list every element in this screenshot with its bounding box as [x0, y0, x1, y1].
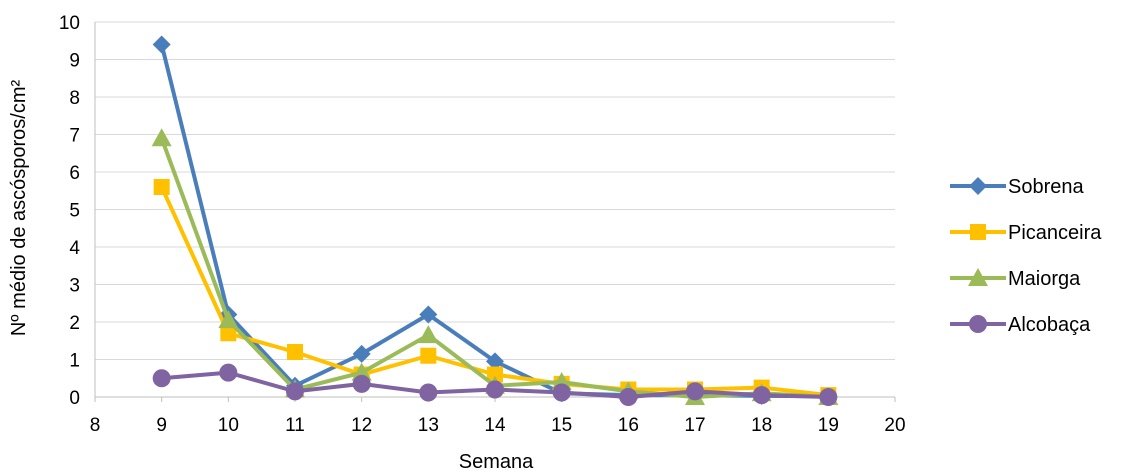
- y-tick-label: 10: [59, 13, 80, 34]
- data-point-sobrena: [419, 305, 438, 324]
- data-point-alcoba-a: [352, 374, 371, 393]
- data-point-alcoba-a: [686, 382, 704, 401]
- x-tick-label: 14: [484, 415, 506, 436]
- data-point-picanceira: [153, 179, 170, 195]
- data-point-alcoba-a: [486, 380, 504, 399]
- legend-item-maiorga: Maiorga: [950, 268, 1081, 290]
- y-tick-label: 8: [69, 88, 80, 109]
- x-tick-label: 13: [418, 415, 439, 436]
- legend-swatch-marker: [968, 268, 988, 286]
- data-point-alcoba-a: [219, 363, 238, 382]
- legend-swatch-marker: [970, 224, 986, 240]
- series-picanceira: [153, 179, 837, 404]
- legend-item-alcoba-a: Alcobaça: [950, 314, 1091, 336]
- x-tick-label: 8: [90, 415, 101, 436]
- x-tick-label: 20: [884, 415, 905, 436]
- legend-label-alcoba-a: Alcobaça: [1008, 314, 1091, 336]
- data-point-sobrena: [352, 344, 371, 363]
- x-tick-label: 9: [156, 415, 167, 436]
- data-point-alcoba-a: [286, 382, 304, 401]
- y-tick-labels: 0 1 2 3 4 5 6 7 8 9 10: [59, 13, 81, 409]
- axes: [94, 22, 896, 402]
- x-tick-label: 11: [285, 415, 305, 436]
- data-point-alcoba-a: [619, 388, 638, 406]
- data-point-maiorga: [218, 310, 239, 329]
- x-tick-label: 19: [818, 415, 839, 436]
- y-axis-label: Nº médio de ascósporos/cm²: [8, 80, 30, 337]
- data-point-alcoba-a: [419, 383, 438, 402]
- data-point-maiorga: [151, 128, 172, 147]
- x-tick-label: 18: [751, 415, 772, 436]
- y-tick-label: 7: [69, 126, 80, 147]
- y-tick-label: 1: [69, 351, 80, 372]
- data-point-alcoba-a: [752, 386, 771, 405]
- gridlines: [95, 21, 895, 360]
- data-point-picanceira: [287, 344, 303, 360]
- x-tick-label: 12: [351, 415, 372, 436]
- x-axis-label: Semana: [459, 451, 534, 473]
- legend-label-maiorga: Maiorga: [1008, 268, 1081, 290]
- series-group: [151, 35, 839, 406]
- data-point-alcoba-a: [152, 369, 171, 388]
- y-tick-label: 5: [69, 201, 80, 222]
- x-tick-labels: 8 9 10 11 12 13 14 15 16 17 18 19 20: [90, 415, 906, 436]
- x-tick-label: 15: [551, 415, 572, 436]
- series-alcoba-a: [152, 363, 838, 406]
- y-tick-label: 0: [69, 388, 80, 409]
- legend-item-picanceira: Picanceira: [950, 222, 1102, 244]
- y-tick-label: 4: [69, 238, 80, 259]
- data-point-alcoba-a: [819, 388, 838, 406]
- legend-swatch-marker: [969, 315, 987, 333]
- data-point-sobrena: [152, 35, 171, 54]
- y-tick-label: 3: [69, 276, 80, 297]
- data-point-picanceira: [487, 366, 503, 383]
- data-point-maiorga: [418, 325, 439, 344]
- legend-label-sobrena: Sobrena: [1008, 176, 1084, 198]
- x-tick-label: 16: [618, 415, 639, 436]
- legend-swatch-marker: [969, 177, 987, 195]
- data-point-alcoba-a: [552, 383, 571, 402]
- x-tick-label: 17: [684, 415, 705, 436]
- data-point-maiorga: [351, 362, 372, 381]
- y-tick-label: 6: [69, 163, 80, 184]
- data-point-picanceira: [420, 347, 437, 364]
- legend: Sobrena Picanceira Maiorga Alcobaça: [950, 176, 1102, 336]
- data-point-sobrena: [486, 352, 504, 371]
- data-point-picanceira: [220, 325, 237, 342]
- y-tick-label: 9: [69, 51, 80, 72]
- legend-label-picanceira: Picanceira: [1008, 222, 1102, 244]
- legend-item-sobrena: Sobrena: [950, 176, 1084, 198]
- y-tick-label: 2: [69, 313, 80, 334]
- x-tick-label: 10: [218, 415, 239, 436]
